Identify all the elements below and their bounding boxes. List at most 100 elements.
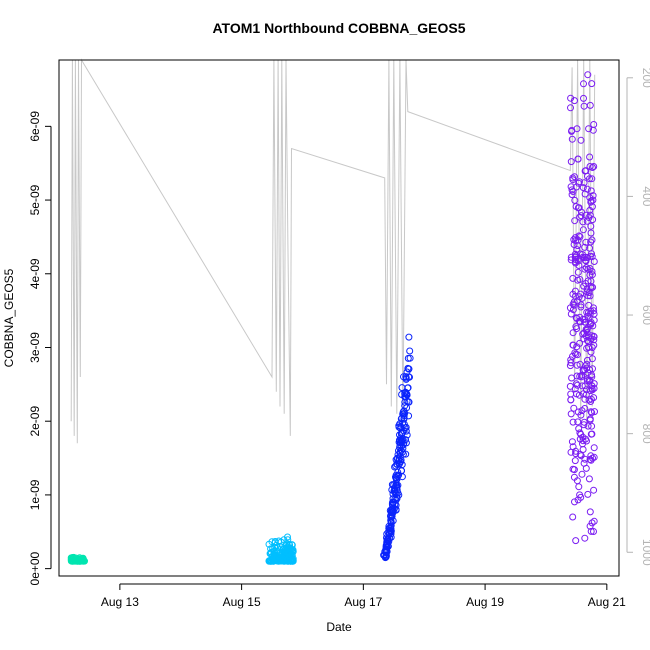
data-point — [572, 380, 580, 388]
data-point — [573, 183, 580, 191]
plot-frame — [58, 59, 620, 577]
data-point — [567, 356, 575, 364]
data-point — [581, 190, 589, 198]
data-point — [577, 212, 585, 220]
data-point — [576, 360, 584, 368]
data-point — [403, 404, 411, 412]
data-point — [576, 339, 584, 347]
data-point — [582, 238, 590, 246]
data-point — [394, 468, 402, 476]
data-point — [581, 243, 589, 251]
data-point — [579, 218, 587, 226]
chart-title: ATOM1 Northbound COBBNA_GEOS5 — [212, 20, 465, 36]
data-point — [586, 265, 594, 272]
data-point — [405, 365, 413, 373]
data-point — [584, 292, 592, 300]
data-point — [574, 268, 582, 276]
data-point — [571, 97, 578, 105]
data-point — [576, 233, 584, 241]
data-point — [577, 136, 585, 144]
data-point — [588, 80, 596, 88]
data-point — [577, 208, 585, 216]
y-tick-label: 3e-09 — [28, 332, 42, 363]
data-point — [571, 498, 578, 506]
data-point — [568, 438, 576, 446]
data-point — [569, 290, 577, 298]
data-point — [584, 337, 591, 344]
data-point — [588, 271, 596, 279]
data-point — [588, 355, 596, 363]
data-point — [567, 104, 574, 112]
data-point — [569, 465, 577, 473]
data-point — [400, 412, 408, 420]
data-point — [266, 557, 274, 564]
altitude-trace — [70, 58, 596, 444]
data-point — [285, 555, 293, 563]
data-point — [581, 395, 589, 403]
data-point — [580, 94, 587, 102]
data-point — [572, 323, 580, 331]
data-point — [574, 257, 582, 265]
data-point — [402, 373, 410, 381]
data-point — [590, 486, 598, 494]
data-point — [584, 490, 592, 498]
data-point — [578, 251, 586, 258]
data-point — [402, 450, 410, 458]
data-point — [394, 472, 402, 480]
data-point — [587, 284, 595, 292]
data-point — [579, 226, 587, 234]
right-tick-label: 200 — [640, 68, 650, 88]
data-point — [590, 394, 598, 402]
data-point — [402, 423, 410, 431]
data-point — [587, 222, 595, 230]
data-point — [584, 422, 592, 430]
data-point — [571, 349, 579, 357]
data-point — [586, 415, 594, 423]
data-point — [572, 203, 580, 210]
data-point — [587, 408, 595, 416]
data-point — [570, 404, 578, 412]
data-point — [587, 277, 595, 285]
data-point — [575, 483, 583, 491]
data-point — [580, 418, 588, 426]
x-tick-label: Aug 15 — [223, 595, 261, 609]
data-point — [571, 234, 579, 242]
data-point — [581, 265, 589, 273]
data-point — [581, 455, 589, 463]
data-point — [590, 163, 598, 170]
data-point — [586, 508, 594, 516]
data-point — [270, 547, 278, 555]
data-point — [579, 184, 587, 192]
data-point — [577, 431, 585, 438]
data-point — [284, 536, 292, 544]
data-point — [399, 450, 407, 458]
data-point — [573, 246, 581, 254]
data-point — [573, 372, 581, 380]
data-point — [286, 546, 294, 553]
data-point — [586, 271, 594, 279]
data-points — [67, 71, 598, 565]
data-point — [587, 527, 595, 535]
data-point — [567, 158, 575, 166]
x-tick-label: Aug 21 — [588, 595, 626, 609]
data-point — [579, 315, 587, 323]
data-point — [567, 448, 575, 456]
data-point — [567, 410, 575, 418]
data-point — [586, 456, 594, 463]
data-point — [582, 332, 590, 340]
axes: Aug 13 Aug 15 Aug 17 Aug 19 Aug 21 0e+00 1e-09… — [28, 59, 650, 609]
data-point — [577, 452, 585, 460]
data-point — [392, 506, 400, 513]
right-tick-label: 800 — [640, 424, 650, 444]
series-2 — [265, 533, 297, 565]
data-point — [569, 341, 577, 349]
data-point — [570, 236, 578, 244]
data-point — [400, 414, 408, 422]
data-point — [398, 467, 405, 475]
data-point — [578, 407, 586, 415]
data-point — [386, 529, 394, 537]
data-point — [69, 554, 77, 561]
data-point — [575, 391, 583, 399]
data-point — [586, 153, 594, 161]
